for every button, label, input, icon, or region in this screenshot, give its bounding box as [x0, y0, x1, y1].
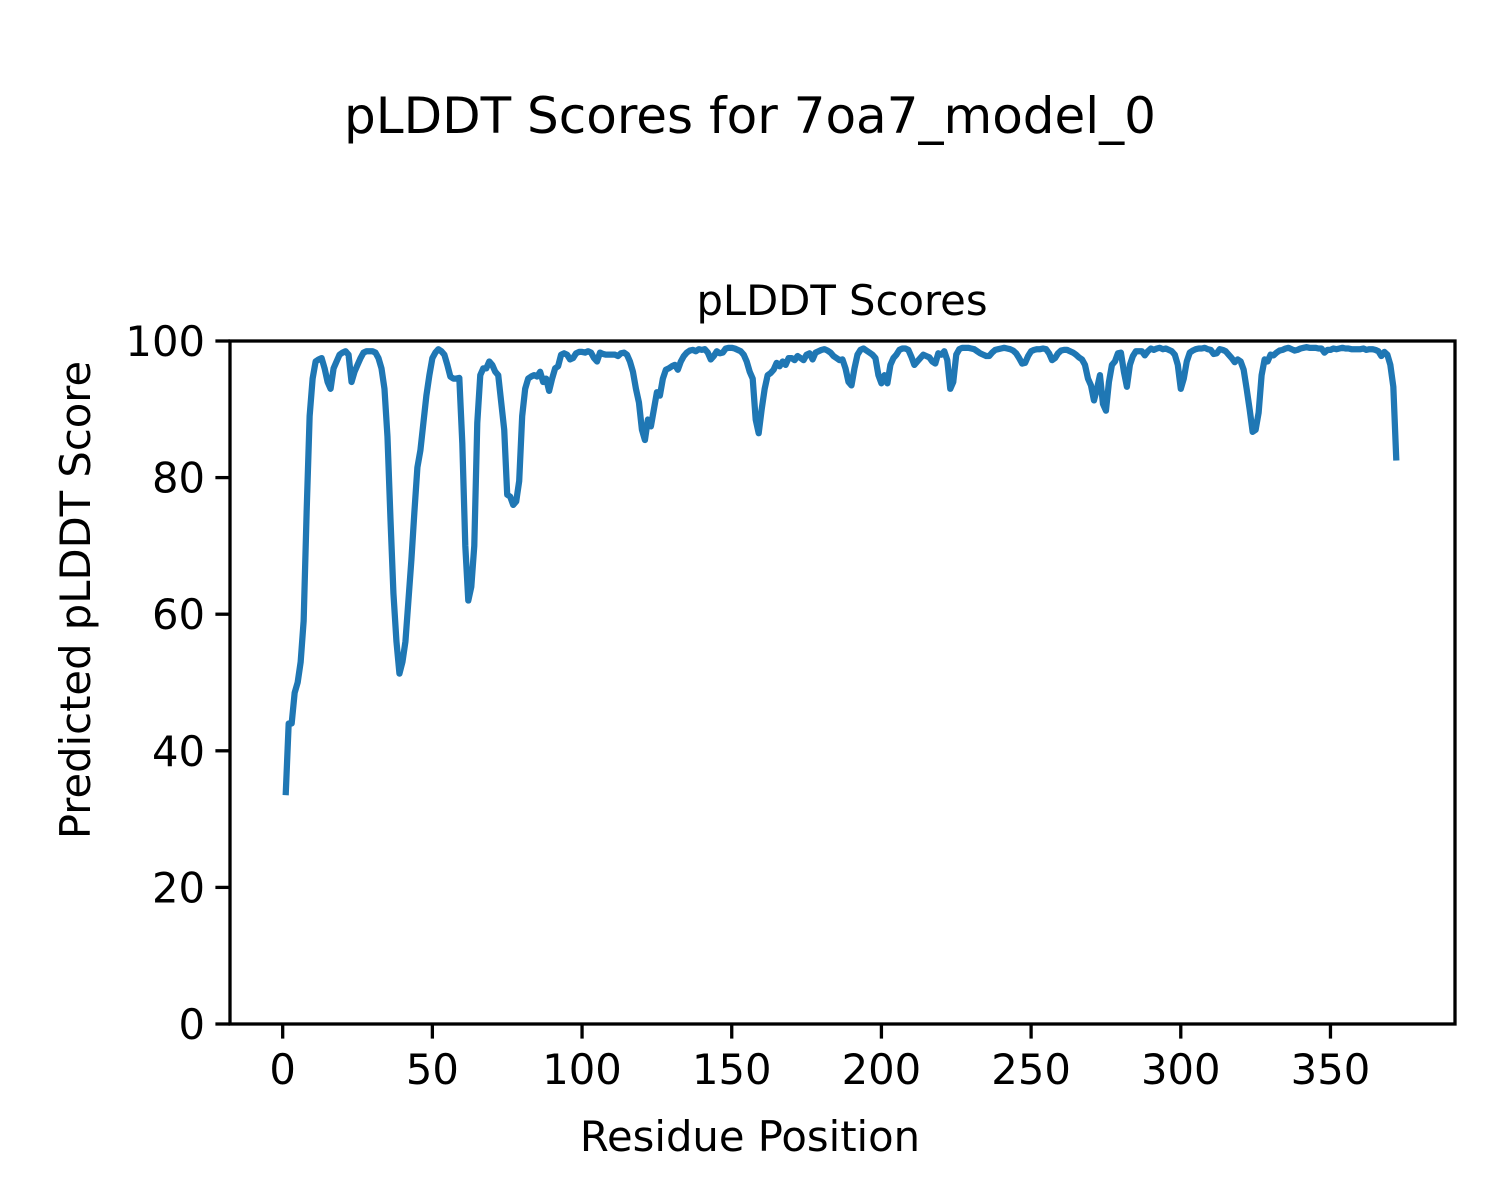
x-tick-label: 150	[692, 1045, 772, 1094]
x-tick-label: 0	[269, 1045, 296, 1094]
x-tick-label: 100	[542, 1045, 622, 1094]
axis-ticks: 0 50 100 150 200 250 300 350 0 20 40 60 80 100	[125, 317, 1370, 1094]
y-tick-label: 80	[152, 454, 205, 503]
y-tick-label: 40	[152, 727, 205, 776]
y-tick-label: 100	[125, 317, 205, 366]
y-tick-label: 20	[152, 863, 205, 912]
x-tick-label: 50	[406, 1045, 459, 1094]
series-group	[282, 344, 1400, 796]
y-tick-label: 0	[178, 1000, 205, 1049]
x-tick-label: 200	[842, 1045, 922, 1094]
chart-title: pLDDT Scores	[696, 276, 987, 325]
x-tick-label: 250	[991, 1045, 1071, 1094]
plot-frame	[228, 339, 1457, 1026]
series-line-plddt	[282, 344, 1400, 796]
x-tick-label: 350	[1291, 1045, 1371, 1094]
x-axis-label: Residue Position	[580, 1112, 920, 1161]
y-axis-label: Predicted pLDDT Score	[51, 361, 100, 839]
x-tick-label: 300	[1141, 1045, 1221, 1094]
y-tick-label: 60	[152, 590, 205, 639]
chart-suptitle: pLDDT Scores for 7oa7_model_0	[344, 87, 1156, 145]
